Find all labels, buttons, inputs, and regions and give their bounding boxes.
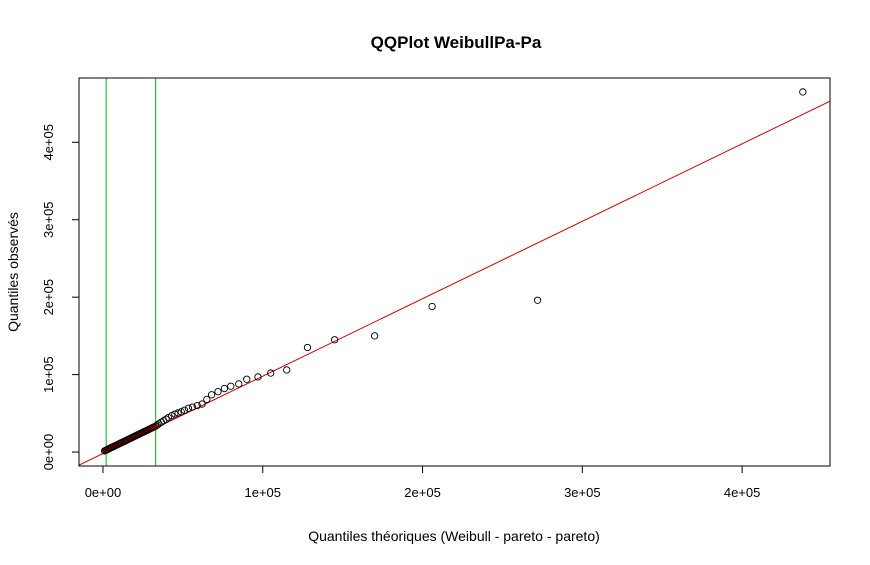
- data-point: [428, 302, 436, 311]
- data-point: [171, 410, 179, 418]
- y-tick-label: 2e+05: [41, 279, 56, 316]
- data-point: [243, 375, 251, 383]
- data-point: [799, 88, 807, 96]
- data-point: [303, 343, 312, 352]
- data-point: [207, 391, 216, 399]
- x-axis-label: Quantiles théoriques (Weibull - pareto -…: [308, 528, 600, 544]
- data-point: [235, 380, 243, 388]
- chart-title: QQPlot WeibullPa-Pa: [371, 33, 542, 52]
- data-point: [267, 369, 275, 377]
- data-point: [254, 373, 262, 381]
- plot-area: [79, 78, 830, 466]
- data-point: [214, 388, 222, 396]
- x-tick-label: 4e+05: [724, 485, 761, 500]
- data-point: [283, 366, 291, 374]
- y-tick-label: 0e+00: [41, 434, 56, 471]
- data-point: [331, 336, 339, 344]
- y-axis: 0e+00 1e+05 2e+05 3e+05 4e+05: [41, 124, 80, 471]
- data-point: [198, 400, 206, 408]
- data-point: [188, 403, 197, 411]
- data-point: [370, 332, 379, 340]
- data-point: [533, 296, 542, 304]
- data-point: [203, 395, 211, 404]
- reference-line: [79, 100, 830, 466]
- x-axis: 0e+00 1e+05 2e+05 3e+05 4e+05: [85, 465, 761, 500]
- x-tick-label: 2e+05: [404, 485, 441, 500]
- y-tick-label: 4e+05: [41, 124, 56, 161]
- y-tick-label: 3e+05: [41, 201, 56, 238]
- data-point: [184, 404, 193, 412]
- x-tick-label: 3e+05: [564, 485, 601, 500]
- data-point: [193, 401, 201, 410]
- data-point: [180, 406, 189, 414]
- y-tick-label: 1e+05: [41, 356, 56, 393]
- x-tick-label: 0e+00: [85, 485, 122, 500]
- plot-frame: [78, 77, 831, 467]
- x-tick-label: 1e+05: [244, 485, 281, 500]
- data-point: [174, 409, 182, 417]
- data-point: [227, 382, 235, 390]
- y-axis-label: Quantiles observés: [5, 212, 21, 332]
- data-point: [220, 384, 229, 393]
